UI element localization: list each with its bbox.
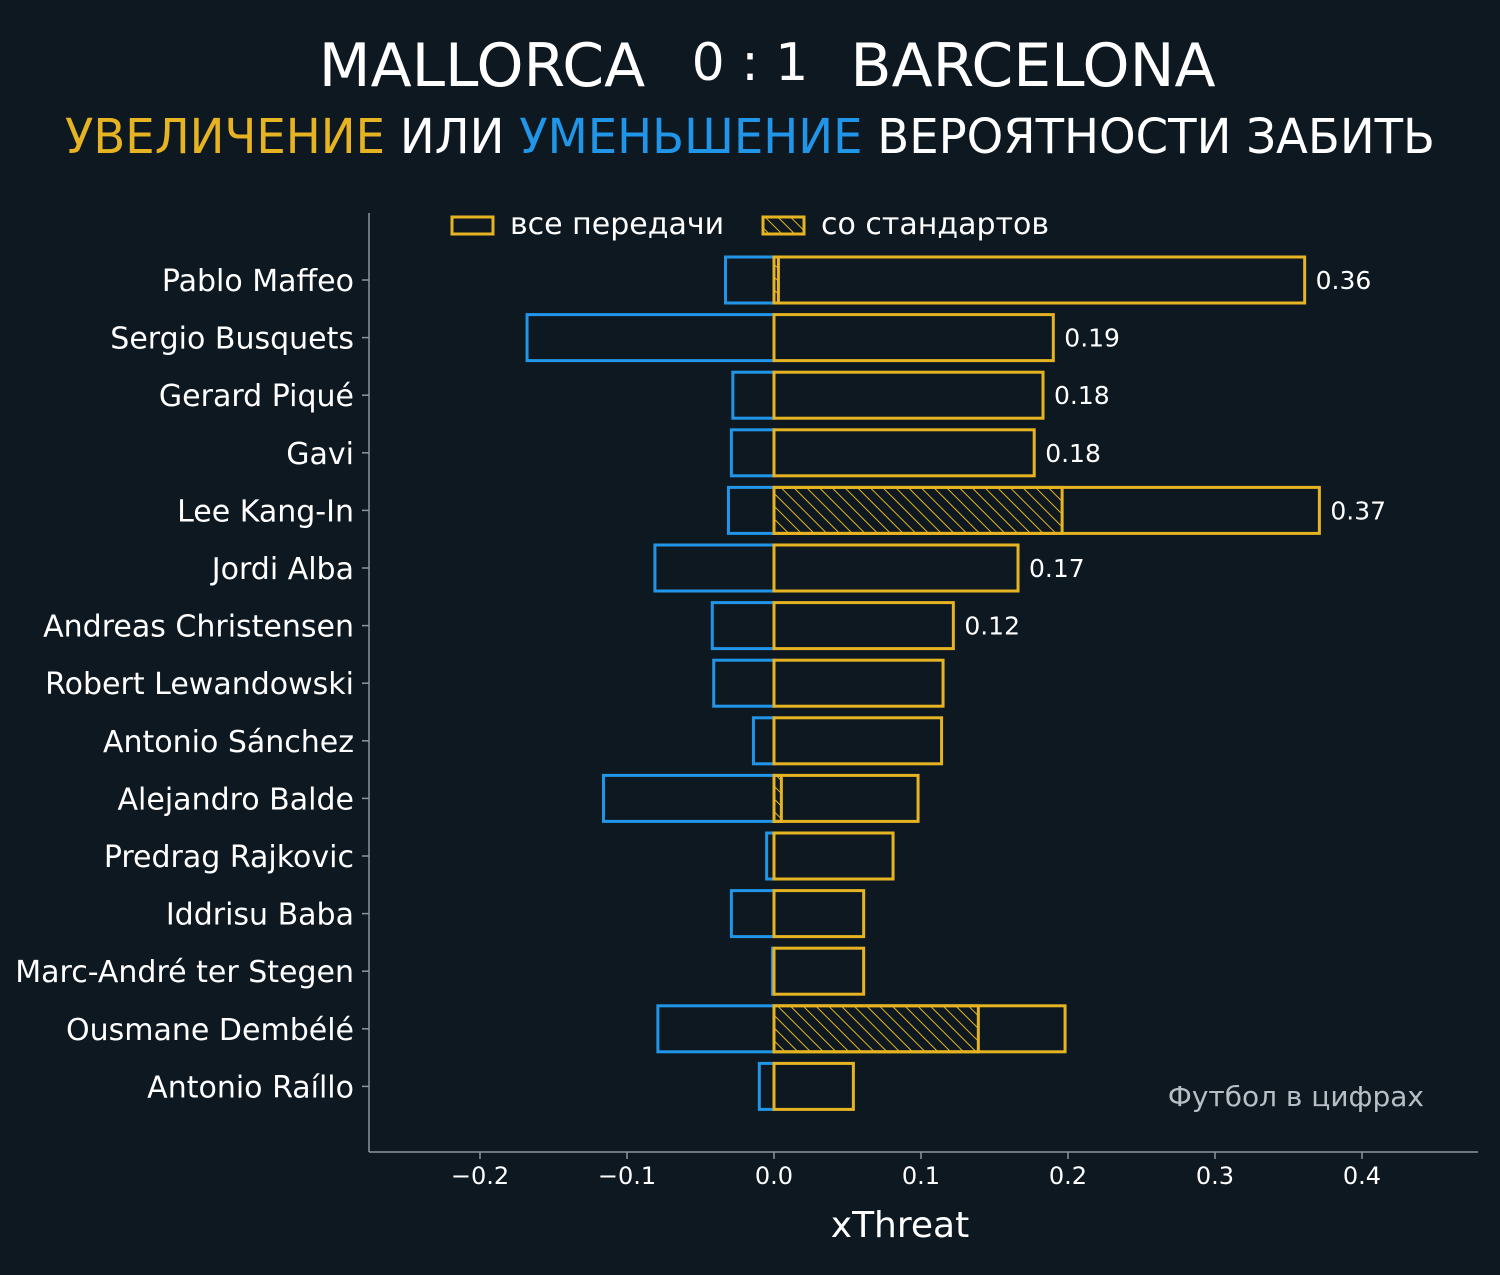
bar-negative bbox=[731, 370, 776, 420]
subtitle-or: ИЛИ bbox=[400, 109, 505, 165]
bar-negative bbox=[729, 428, 776, 478]
watermark: Футбол в цифрах bbox=[1168, 1080, 1424, 1113]
player-label: Iddrisu Baba bbox=[166, 898, 354, 933]
player-label: Antonio Sánchez bbox=[103, 725, 354, 760]
bar-negative bbox=[601, 773, 776, 823]
bar-value-label: 0.37 bbox=[1330, 496, 1386, 525]
legend: все передачи со стандартов bbox=[450, 207, 1049, 242]
bar-negative bbox=[653, 543, 776, 593]
player-label: Predrag Rajkovic bbox=[104, 840, 354, 875]
score: 0 : 1 bbox=[692, 33, 809, 93]
x-tick-label: −0.2 bbox=[451, 1162, 509, 1190]
player-label: Alejandro Balde bbox=[118, 782, 354, 817]
player-label: Ousmane Dembélé bbox=[66, 1013, 354, 1048]
y-tick-labels: Pablo Maffeo Sergio Busquets Gerard Piqué G… bbox=[15, 264, 369, 1105]
away-team: BARCELONA bbox=[850, 31, 1215, 101]
subtitle: УВЕЛИЧЕНИЕ ИЛИ УМЕНЬШЕНИЕ ВЕРОЯТНОСТИ ЗА… bbox=[65, 109, 1435, 165]
bar-positive bbox=[772, 831, 895, 881]
legend-label-all: все передачи bbox=[510, 207, 724, 242]
bar-positive bbox=[772, 370, 1045, 420]
player-label: Lee Kang-In bbox=[177, 494, 354, 529]
subtitle-rest: ВЕРОЯТНОСТИ ЗАБИТЬ bbox=[877, 109, 1435, 165]
bar-value-label: 0.36 bbox=[1316, 266, 1372, 295]
bar-positive bbox=[772, 773, 920, 823]
bar-positive bbox=[772, 485, 1321, 535]
bar-negative bbox=[723, 255, 776, 305]
bar-negative bbox=[525, 313, 776, 363]
bar-value-label: 0.17 bbox=[1029, 554, 1085, 583]
x-ticks: −0.2 −0.1 0.0 0.1 0.2 0.3 0.4 bbox=[451, 1152, 1381, 1190]
bar-value-label: 0.12 bbox=[964, 612, 1020, 641]
bar-positive bbox=[772, 255, 1307, 305]
bar-set-piece bbox=[772, 485, 1064, 535]
bar-negative bbox=[726, 485, 776, 535]
x-tick-label: 0.4 bbox=[1343, 1162, 1381, 1190]
player-label: Marc-André ter Stegen bbox=[15, 955, 354, 990]
bar-value-label: 0.18 bbox=[1054, 381, 1110, 410]
bars-layer: 0.36 0.19 0.18 0.18 0.37 0.17 0.12 bbox=[525, 255, 1386, 1111]
bar-negative bbox=[757, 1061, 776, 1111]
home-team: MALLORCA bbox=[319, 31, 645, 101]
player-label: Robert Lewandowski bbox=[45, 667, 354, 702]
bar-positive bbox=[772, 1004, 1067, 1054]
subtitle-increase: УВЕЛИЧЕНИЕ bbox=[65, 109, 385, 165]
player-label: Sergio Busquets bbox=[110, 322, 354, 357]
bar-negative bbox=[656, 1004, 776, 1054]
bar-positive bbox=[772, 889, 866, 939]
bar-negative bbox=[712, 658, 776, 708]
legend-outline-swatch bbox=[450, 215, 495, 236]
subtitle-decrease: УМЕНЬШЕНИЕ bbox=[519, 109, 862, 165]
x-tick-label: 0.0 bbox=[755, 1162, 793, 1190]
bar-positive bbox=[772, 543, 1020, 593]
legend-hatched-swatch bbox=[761, 215, 806, 236]
bar-negative bbox=[751, 716, 776, 766]
bar-positive bbox=[772, 428, 1036, 478]
x-tick-label: −0.1 bbox=[598, 1162, 656, 1190]
bar-positive bbox=[772, 716, 944, 766]
bar-positive bbox=[772, 1061, 855, 1111]
bar-positive bbox=[772, 313, 1055, 363]
bar-set-piece bbox=[772, 1004, 980, 1054]
legend-label-setpiece: со стандартов bbox=[821, 207, 1049, 242]
bar-positive bbox=[772, 601, 955, 651]
x-tick-label: 0.1 bbox=[902, 1162, 940, 1190]
x-tick-label: 0.2 bbox=[1049, 1162, 1087, 1190]
bar-negative bbox=[710, 601, 776, 651]
bar-value-label: 0.18 bbox=[1045, 439, 1101, 468]
player-label: Jordi Alba bbox=[210, 552, 354, 587]
bar-positive bbox=[772, 658, 945, 708]
player-label: Andreas Christensen bbox=[43, 610, 354, 645]
player-label: Antonio Raíllo bbox=[147, 1070, 354, 1105]
player-label: Gavi bbox=[286, 437, 354, 472]
bar-positive bbox=[772, 946, 866, 996]
bar-value-label: 0.19 bbox=[1064, 324, 1120, 353]
x-axis-label: xThreat bbox=[831, 1205, 969, 1246]
player-label: Pablo Maffeo bbox=[162, 264, 354, 299]
player-label: Gerard Piqué bbox=[159, 379, 354, 414]
x-tick-label: 0.3 bbox=[1196, 1162, 1234, 1190]
bar-negative bbox=[729, 889, 776, 939]
